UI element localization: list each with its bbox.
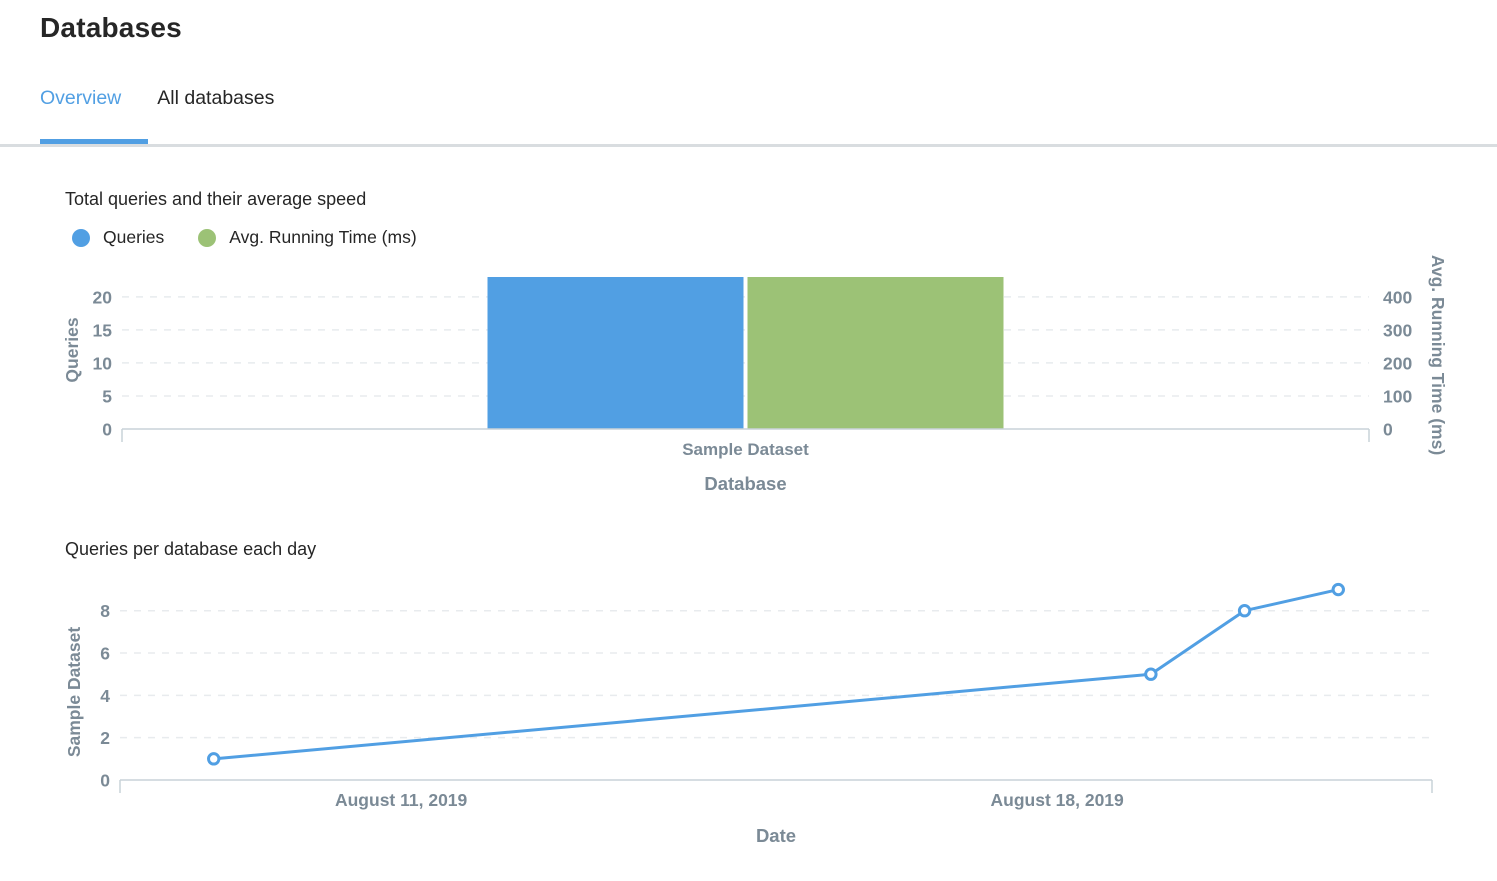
legend-item-queries[interactable]: Queries <box>72 227 164 248</box>
right-axis-title: Avg. Running Time (ms) <box>1428 255 1448 455</box>
y-axis-tick-label: 4 <box>100 686 110 706</box>
active-tab-underline-indicator <box>40 139 148 144</box>
tab-all-databases[interactable]: All databases <box>157 87 275 109</box>
tab-bar-divider <box>0 144 1497 147</box>
queries-legend-dot-icon <box>72 228 90 247</box>
y-axis-tick-label: 2 <box>100 728 110 748</box>
tab-bar: Overview All databases <box>40 87 274 110</box>
page-title: Databases <box>40 12 182 43</box>
data-point-august-19-2019[interactable] <box>1144 667 1158 681</box>
right-axis-tick-label: 100 <box>1383 386 1412 406</box>
right-axis-tick-label: 200 <box>1383 353 1412 373</box>
line-chart-title: Queries per database each day <box>65 539 317 559</box>
data-point-august-21-2019[interactable] <box>1331 582 1345 597</box>
right-axis-tick-label: 0 <box>1383 420 1393 440</box>
bar-avg-running-time[interactable] <box>747 277 1004 429</box>
right-axis-tick-label: 300 <box>1383 320 1412 340</box>
left-axis-tick-label: 15 <box>93 320 113 340</box>
data-point-august-9-2019[interactable] <box>207 752 221 766</box>
category-tick-label: Sample Dataset <box>682 440 809 459</box>
line-chart-canvas: 0 2 4 6 8 Sample Dataset August 11, 2019 August… <box>64 582 1433 846</box>
data-point-august-20-2019[interactable] <box>1237 604 1252 618</box>
x-axis-tick-label: August 18, 2019 <box>991 790 1125 810</box>
legend-label-avg-running-time: Avg. Running Time (ms) <box>229 227 417 247</box>
legend-item-avg-running-time[interactable]: Avg. Running Time (ms) <box>198 227 417 248</box>
left-axis-tick-label: 10 <box>93 353 113 373</box>
left-axis-tick-label: 20 <box>93 287 113 307</box>
bar-queries[interactable] <box>487 277 744 429</box>
y-axis-title: Sample Dataset <box>64 627 84 758</box>
left-axis-title: Queries <box>62 317 82 382</box>
x-axis-title: Database <box>704 473 786 494</box>
y-axis-tick-label: 6 <box>100 644 110 664</box>
bar-chart-title: Total queries and their average speed <box>65 189 367 209</box>
y-axis-tick-label: 8 <box>100 601 110 621</box>
right-axis-tick-label: 400 <box>1383 287 1412 307</box>
tab-overview[interactable]: Overview <box>40 87 122 109</box>
left-axis-tick-label: 0 <box>102 420 112 440</box>
y-axis-tick-label: 0 <box>100 771 110 791</box>
x-axis-title: Date <box>756 825 796 846</box>
bar-chart-legend: Queries Avg. Running Time (ms) <box>72 227 417 248</box>
series-line-sample-dataset <box>213 588 1339 761</box>
legend-label-queries: Queries <box>103 227 165 247</box>
left-axis-tick-label: 5 <box>102 386 112 406</box>
x-axis-tick-label: August 11, 2019 <box>335 790 468 810</box>
avg-running-time-legend-dot-icon <box>198 228 217 247</box>
